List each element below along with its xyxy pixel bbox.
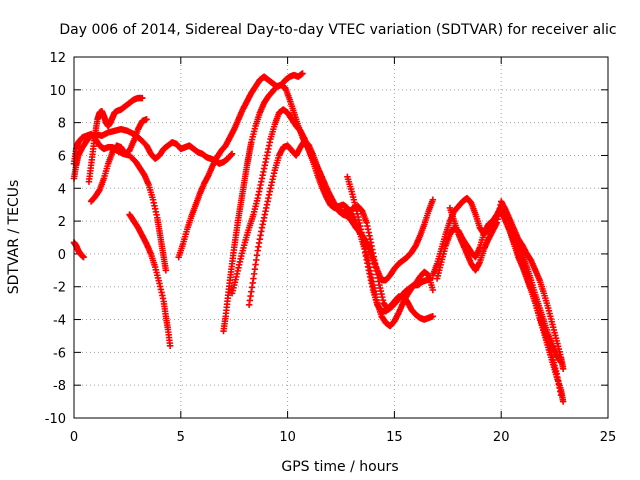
data-point-marker (143, 116, 150, 123)
data-series-4 (85, 94, 146, 185)
chart-title: Day 006 of 2014, Sidereal Day-to-day VTE… (59, 22, 616, 38)
data-point-marker (228, 150, 236, 158)
data-series-7 (175, 70, 306, 261)
data-point-marker (429, 196, 437, 203)
data-point-marker (559, 398, 567, 405)
x-tick-label: 0 (70, 430, 78, 445)
y-tick-label: -2 (53, 281, 66, 296)
y-tick-label: 12 (49, 51, 66, 66)
data-point-marker (559, 365, 567, 372)
x-tick-label: 25 (600, 430, 617, 445)
data-series-11 (344, 173, 437, 330)
data-series-5 (87, 116, 150, 205)
x-tick-label: 10 (279, 430, 296, 445)
data-point-marker (166, 342, 174, 349)
y-tick-label: -4 (53, 314, 66, 329)
data-series-1 (70, 239, 87, 261)
data-series-6 (126, 211, 174, 349)
x-tick-label: 5 (177, 430, 185, 445)
data-series-15 (498, 208, 567, 405)
y-tick-label: -8 (53, 379, 66, 394)
x-tick-label: 20 (493, 430, 510, 445)
data-point-marker (429, 286, 437, 294)
y-tick-label: 10 (49, 84, 66, 99)
y-tick-label: 4 (58, 182, 66, 197)
data-series-2 (70, 130, 170, 274)
data-point-marker (162, 267, 170, 274)
y-tick-label: -6 (53, 346, 66, 361)
y-axis-title: SDTVAR / TECUs (6, 180, 22, 295)
y-tick-label: 8 (58, 117, 66, 132)
data-series-3 (70, 126, 236, 182)
y-tick-label: -10 (45, 412, 66, 427)
plot-frame (73, 56, 609, 419)
x-axis-title: GPS time / hours (281, 459, 398, 475)
data-point-marker (299, 70, 306, 77)
data-series (70, 70, 567, 405)
x-tick-label: 15 (386, 430, 403, 445)
data-point-marker (429, 313, 437, 320)
y-tick-label: 2 (58, 215, 66, 230)
data-series-10 (245, 137, 437, 308)
axes: 0 5 10 15 20 25 -10 -8 -6 -4 -2 0 2 4 6 8 10 12 (45, 51, 617, 445)
y-tick-label: 0 (58, 248, 66, 263)
data-point-marker (80, 253, 87, 261)
y-tick-label: 6 (58, 149, 66, 164)
data-point-marker (139, 94, 146, 102)
data-series-14 (446, 198, 567, 372)
grid-lines (74, 57, 608, 418)
